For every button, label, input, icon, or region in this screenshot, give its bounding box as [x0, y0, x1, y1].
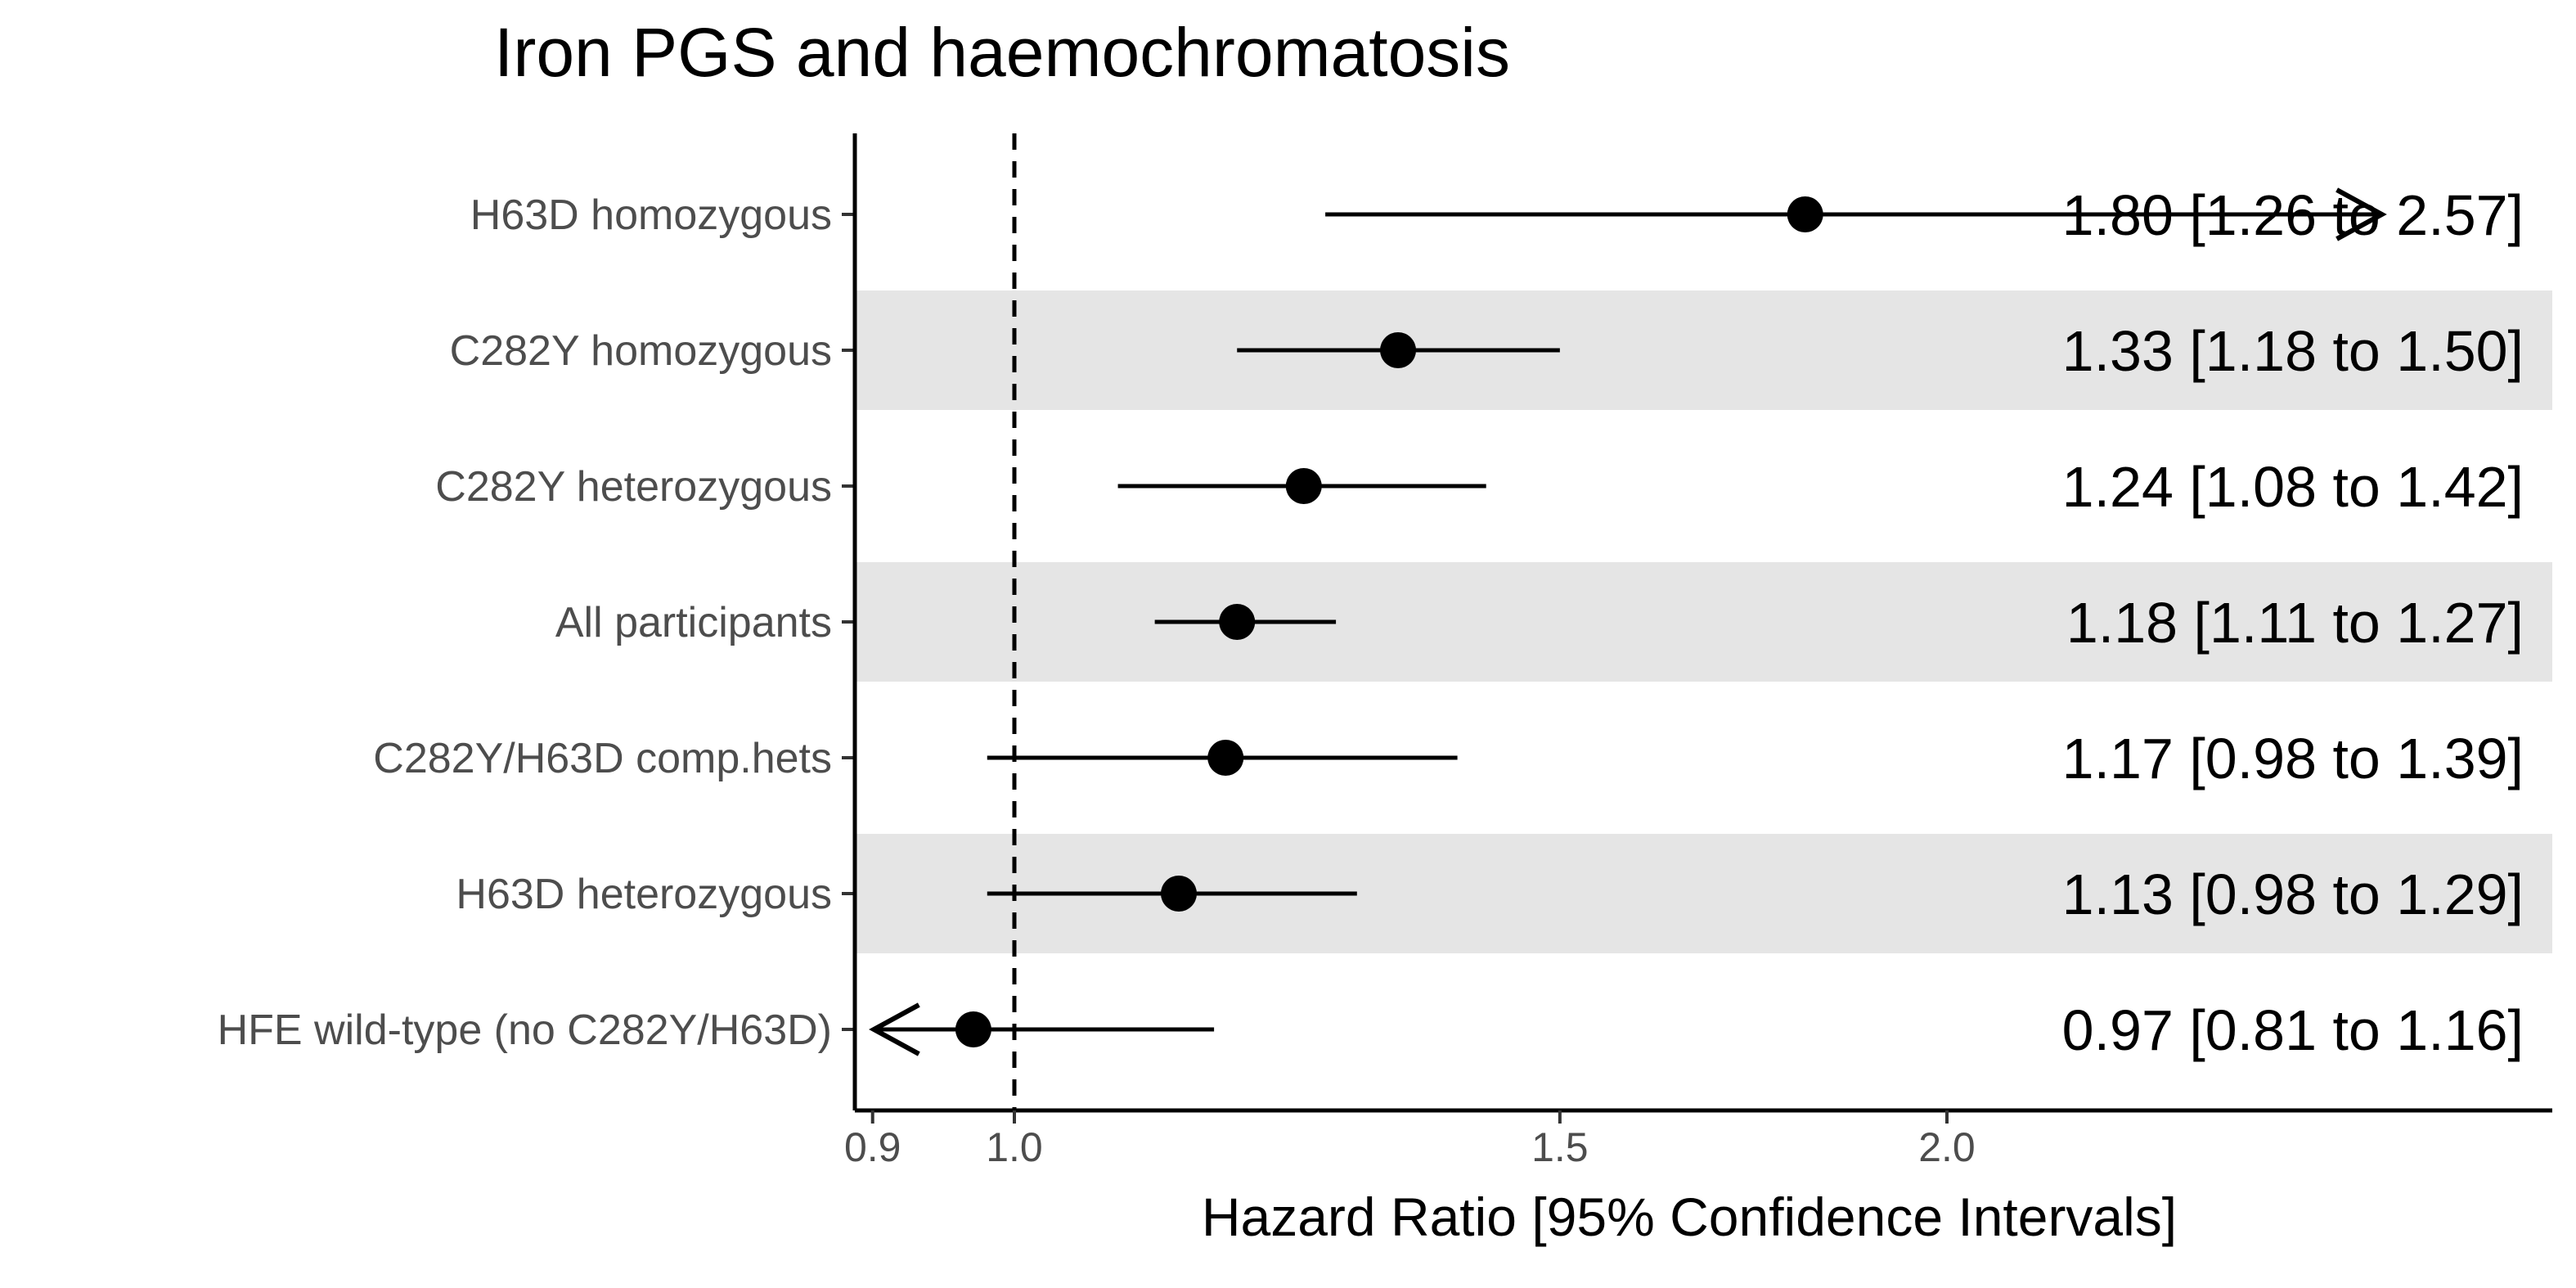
row-band	[855, 290, 2552, 410]
x-ticks: 0.9 1.0 1.5 2.0	[844, 1110, 1976, 1170]
x-tick-label: 1.5	[1531, 1124, 1589, 1170]
hr-annotation: 1.80 [1.26 to 2.57]	[2062, 183, 2524, 247]
point-estimate	[1285, 468, 1322, 504]
arrowhead-left	[869, 1002, 920, 1056]
y-tick-label: All participants	[555, 599, 832, 646]
hr-annotation: 0.97 [0.81 to 1.16]	[2062, 998, 2524, 1062]
hr-annotation: 1.17 [0.98 to 1.39]	[2062, 727, 2524, 790]
point-estimate	[1161, 876, 1198, 912]
y-tick-label: C282Y heterozygous	[435, 463, 832, 511]
point-estimate	[955, 1011, 991, 1047]
y-tick-label: C282Y homozygous	[450, 327, 832, 375]
x-tick-label: 0.9	[844, 1124, 901, 1170]
point-estimate	[1787, 196, 1823, 232]
arrowhead-right	[2335, 187, 2387, 241]
x-tick-label: 2.0	[1918, 1124, 1976, 1170]
point-estimate	[1380, 332, 1417, 368]
row-band	[855, 562, 2552, 682]
hr-annotation: 1.13 [0.98 to 1.29]	[2062, 862, 2524, 926]
point-estimate	[1207, 740, 1244, 776]
chart-title: Iron PGS and haemochromatosis	[494, 14, 1510, 91]
hr-annotation: 1.24 [1.08 to 1.42]	[2062, 455, 2524, 519]
hr-annotation: 1.18 [1.11 to 1.27]	[2066, 591, 2524, 655]
x-tick-label: 1.0	[986, 1124, 1043, 1170]
y-tick-label: HFE wild-type (no C282Y/H63D)	[218, 1007, 832, 1054]
y-tick-label: H63D heterozygous	[456, 871, 832, 918]
row-bands	[855, 290, 2552, 953]
x-axis-label: Hazard Ratio [95% Confidence Intervals]	[1202, 1187, 2177, 1247]
forest-rows: H63D homozygous 1.80 [1.26 to 2.57] C282Y …	[218, 183, 2524, 1062]
y-tick-label: H63D homozygous	[470, 191, 832, 239]
point-estimate	[1219, 604, 1256, 640]
hr-annotation: 1.33 [1.18 to 1.50]	[2062, 319, 2524, 383]
y-tick-label: C282Y/H63D comp.hets	[373, 735, 832, 782]
axes	[842, 133, 2552, 1113]
